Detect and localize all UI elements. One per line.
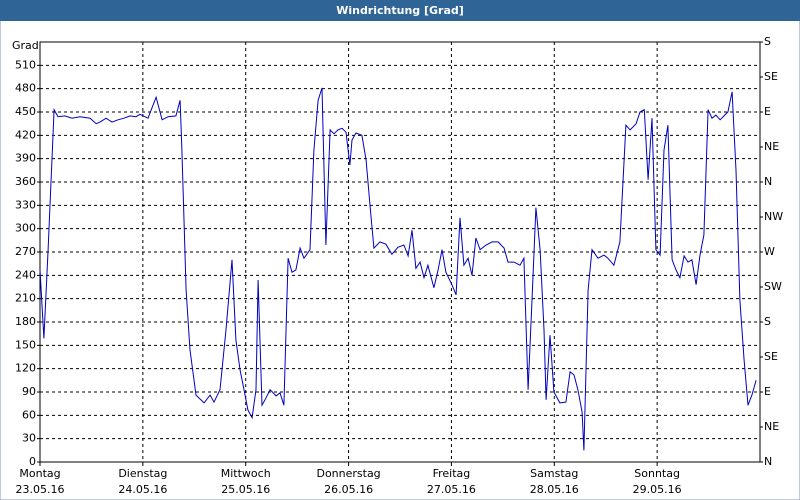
y2-tick-label: SE bbox=[764, 350, 778, 363]
chart-title: Windrichtung [Grad] bbox=[336, 4, 464, 17]
x-tick-label: Sonntag bbox=[634, 467, 680, 480]
x-tick-date: 27.05.16 bbox=[427, 483, 476, 496]
x-tick-label: Freitag bbox=[433, 467, 471, 480]
y2-tick-label: W bbox=[764, 245, 775, 258]
x-tick-label: Samstag bbox=[530, 467, 578, 480]
y-axis-label: Grad bbox=[12, 39, 39, 52]
x-tick-date: 28.05.16 bbox=[530, 483, 579, 496]
y-tick-label: 210 bbox=[15, 292, 36, 305]
line-series bbox=[39, 87, 757, 451]
y-tick-label: 180 bbox=[15, 315, 36, 328]
y-tick-label: 150 bbox=[15, 338, 36, 351]
y2-tick-label: N bbox=[764, 175, 772, 188]
y-tick-label: 30 bbox=[22, 432, 36, 445]
x-tick-label: Mittwoch bbox=[221, 467, 271, 480]
y-tick-label: 60 bbox=[22, 408, 36, 421]
y-tick-label: 90 bbox=[22, 385, 36, 398]
x-tick-date: 24.05.16 bbox=[118, 483, 167, 496]
y-tick-label: 270 bbox=[15, 245, 36, 258]
y-tick-label: 300 bbox=[15, 222, 36, 235]
y-tick-label: 120 bbox=[15, 362, 36, 375]
y-tick-label: 360 bbox=[15, 175, 36, 188]
x-tick-date: 29.05.16 bbox=[633, 483, 682, 496]
x-tick-label: Montag bbox=[19, 467, 60, 480]
y2-tick-label: E bbox=[764, 385, 771, 398]
title-bar bbox=[0, 0, 800, 21]
y-tick-label: 0 bbox=[29, 455, 36, 468]
y2-tick-label: SW bbox=[764, 280, 782, 293]
y-tick-label: 240 bbox=[15, 268, 36, 281]
y-tick-label: 420 bbox=[15, 128, 36, 141]
y2-tick-label: N bbox=[764, 455, 772, 468]
y-tick-label: 480 bbox=[15, 82, 36, 95]
x-tick-date: 25.05.16 bbox=[221, 483, 270, 496]
y2-tick-label: SE bbox=[764, 70, 778, 83]
y-tick-label: 450 bbox=[15, 105, 36, 118]
y-tick-label: 510 bbox=[15, 58, 36, 71]
x-tick-label: Dienstag bbox=[118, 467, 167, 480]
x-tick-label: Donnerstag bbox=[316, 467, 380, 480]
y2-tick-label: S bbox=[764, 315, 771, 328]
y2-tick-label: NW bbox=[764, 210, 783, 223]
y2-tick-label: NE bbox=[764, 420, 779, 433]
y-tick-label: 390 bbox=[15, 152, 36, 165]
y2-tick-label: NE bbox=[764, 140, 779, 153]
y2-tick-label: E bbox=[764, 105, 771, 118]
x-tick-date: 23.05.16 bbox=[16, 483, 65, 496]
y-tick-label: 330 bbox=[15, 198, 36, 211]
y2-tick-label: S bbox=[764, 35, 771, 48]
x-tick-date: 26.05.16 bbox=[324, 483, 373, 496]
